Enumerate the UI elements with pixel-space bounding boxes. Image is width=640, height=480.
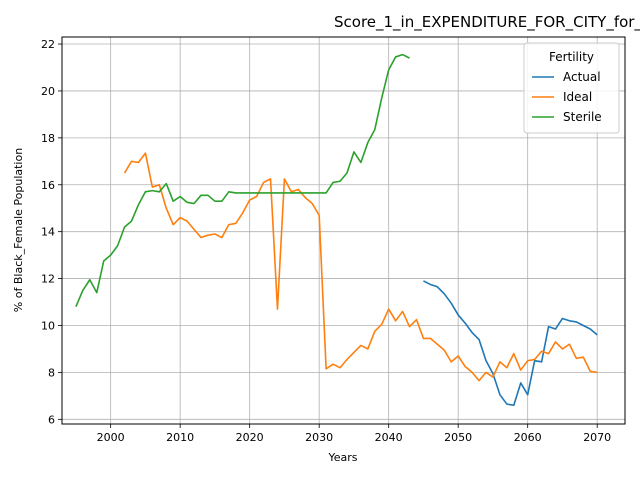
x-tick-label: 2050 [444,431,472,444]
y-tick-label: 18 [41,132,55,145]
legend-label-actual: Actual [563,70,601,84]
series-line-sterile [75,53,410,308]
x-tick-label: 2070 [583,431,611,444]
y-tick-label: 8 [48,366,55,379]
x-tick-label: 2030 [305,431,333,444]
x-axis-label: Years [327,451,357,464]
chart-title: Score_1_in_EXPENDITURE_FOR_CITY_for_Blac… [334,13,640,32]
x-tick-label: 2060 [514,431,542,444]
x-tick-label: 2000 [97,431,125,444]
legend: Fertility Actual Ideal Sterile [523,42,620,134]
y-tick-label: 14 [41,226,55,239]
series-line-actual [423,280,598,407]
legend-box [523,42,620,134]
legend-label-sterile: Sterile [563,110,602,124]
x-tick-label: 2020 [236,431,264,444]
y-tick-label: 20 [41,85,55,98]
series-lines [75,53,598,407]
y-tick-label: 6 [48,413,55,426]
y-tick-label: 10 [41,319,55,332]
x-tick-label: 2040 [375,431,403,444]
y-tick-label: 22 [41,38,55,51]
axes-frame [61,36,626,425]
y-tick-label: 16 [41,179,55,192]
axis-ticks: 2000 2010 2020 2030 2040 2050 2060 2070 6 8 10 12 14… [41,38,611,444]
y-tick-label: 12 [41,273,55,286]
x-tick-label: 2010 [166,431,194,444]
series-line-ideal [123,152,598,382]
y-axis-label: % of Black_Female Population [12,148,25,312]
legend-label-ideal: Ideal [563,90,592,104]
legend-title: Fertility [549,50,594,64]
